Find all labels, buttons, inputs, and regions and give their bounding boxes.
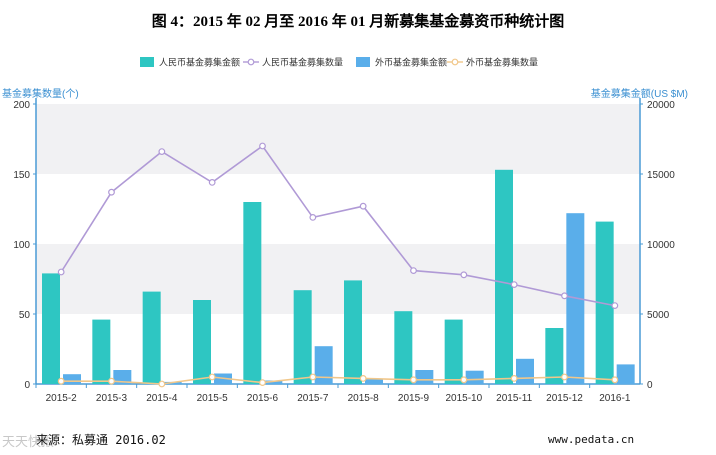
legend-label: 外币基金募集数量 — [466, 57, 538, 68]
foreign-amount-bar — [314, 346, 333, 384]
rmb-amount-bar — [595, 221, 614, 384]
x-tick-label: 2015-6 — [247, 393, 279, 404]
rmb-count-line — [60, 144, 615, 307]
plot-background-bands — [36, 104, 640, 384]
rmb-amount-bar — [42, 273, 60, 384]
x-tick-label: 2015-2 — [46, 393, 78, 404]
x-tick-label: 2015-4 — [146, 393, 178, 404]
foreign-amount-bar — [264, 380, 283, 384]
rmb-count-point — [158, 148, 166, 156]
foreign-amount-bar — [516, 358, 534, 384]
axes: 基金募集数量(个) 基金募集金额(US $M) 0 50 100 150 200 0 5000 1… — [2, 87, 688, 404]
legend-swatch — [140, 57, 154, 67]
source-note: 来源：私募通 2016.02 — [36, 433, 166, 447]
left-tick-label: 0 — [24, 380, 30, 391]
rmb-amount-bar — [293, 290, 312, 384]
x-tick-label: 2015-5 — [197, 393, 229, 404]
rmb-count-point — [410, 267, 417, 275]
plot-band — [36, 104, 640, 174]
foreign-count-line — [61, 376, 615, 385]
rmb-count-point — [561, 292, 568, 300]
left-tick-label: 100 — [13, 240, 30, 251]
x-tick-label: 2015-10 — [445, 393, 482, 404]
rmb-count-point — [108, 188, 115, 196]
plot-band — [36, 174, 640, 244]
x-tick-label: 2015-11 — [496, 393, 532, 404]
x-tick-label: 2016-1 — [599, 393, 631, 404]
chart-title: 图 4：2015 年 02 月至 2016 年 01 月新募集基金募资币种统计图 — [151, 14, 565, 30]
right-tick-label: 5000 — [647, 310, 670, 321]
foreign-count-point — [57, 377, 65, 385]
rmb-count-point — [460, 271, 468, 279]
left-axis-title: 基金募集数量(个) — [2, 87, 79, 100]
left-tick-label: 50 — [19, 310, 31, 321]
x-tick-label: 2015-8 — [348, 393, 380, 404]
rmb-amount-bar — [142, 291, 161, 384]
x-tick-label: 2015-7 — [297, 393, 329, 404]
foreign-count-point — [359, 375, 367, 382]
legend-label: 人民币基金募集数量 — [262, 57, 343, 68]
rmb-amount-bar — [495, 169, 513, 384]
site-url: www.pedata.cn — [548, 433, 635, 446]
foreign-amount-bar — [365, 379, 383, 384]
rmb-amount-bar — [344, 280, 362, 384]
rmb-count-point — [611, 302, 619, 310]
rmb-count-point — [359, 202, 367, 210]
rmb-amount-bar — [92, 319, 111, 384]
legend: 人民币基金募集金额 人民币基金募集数量 外币基金募集金额 外币基金募集数量 — [140, 57, 538, 68]
legend-label: 人民币基金募集金额 — [159, 57, 240, 68]
foreign-count-point — [611, 376, 619, 384]
left-tick-label: 200 — [13, 100, 30, 111]
foreign-count-point — [460, 376, 468, 384]
x-tick-label: 2015-9 — [398, 393, 430, 404]
bars — [42, 169, 635, 384]
rmb-count-point — [208, 178, 216, 186]
rmb-amount-bar — [394, 311, 413, 384]
rmb-amount-bar — [243, 202, 262, 384]
rmb-amount-bar — [193, 300, 211, 384]
right-tick-label: 0 — [647, 380, 653, 391]
foreign-count-point — [309, 373, 317, 381]
rmb-amount-bar — [444, 319, 463, 384]
right-axis-title: 基金募集金额(US $M) — [591, 87, 688, 100]
foreign-count-point — [410, 376, 417, 384]
rmb-count-point — [259, 142, 266, 150]
foreign-amount-bar — [415, 370, 434, 384]
foreign-amount-bar — [113, 370, 132, 384]
legend-marker — [247, 58, 255, 66]
rmb-count-point — [57, 268, 65, 276]
foreign-count-point — [158, 380, 166, 388]
foreign-amount-bar — [465, 370, 484, 384]
plot-band — [36, 244, 640, 314]
foreign-count-point — [259, 379, 266, 387]
legend-marker — [451, 58, 459, 66]
legend-swatch — [356, 57, 370, 67]
rmb-amount-bar — [545, 328, 564, 384]
watermark: 天天快报 — [2, 434, 55, 449]
foreign-count-point — [510, 375, 518, 382]
x-tick-label: 2015-3 — [96, 393, 128, 404]
foreign-count-point — [208, 373, 216, 381]
plot-band — [36, 314, 640, 384]
foreign-amount-bar — [63, 374, 81, 384]
right-tick-label: 15000 — [647, 170, 675, 181]
rmb-count-point — [309, 213, 317, 221]
right-tick-label: 20000 — [647, 100, 675, 111]
foreign-count-point — [561, 373, 568, 381]
right-tick-label: 10000 — [647, 240, 675, 251]
x-tick-label: 2015-12 — [546, 393, 583, 404]
series-lines — [57, 142, 619, 388]
foreign-amount-bar — [616, 364, 635, 384]
left-tick-label: 150 — [13, 170, 30, 181]
legend-label: 外币基金募集金额 — [375, 57, 447, 68]
foreign-count-point — [108, 377, 115, 385]
rmb-count-point — [510, 281, 518, 289]
